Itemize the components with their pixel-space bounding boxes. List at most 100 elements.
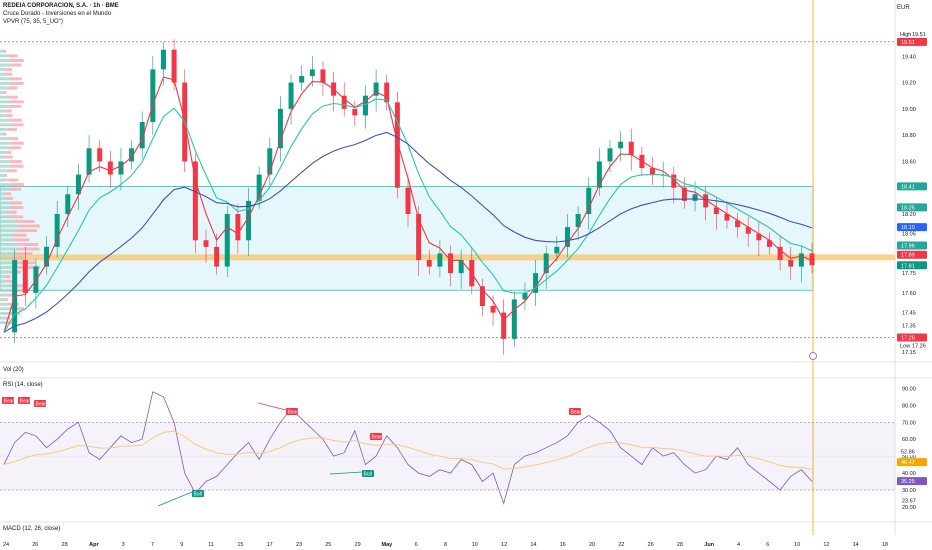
rsi-badge: 52.86	[901, 449, 915, 455]
volume-profile-bar-down	[9, 160, 22, 164]
time-tick-label: 25	[325, 542, 331, 548]
volume-profile-bar-up	[0, 238, 14, 242]
price-badge: 17.96	[901, 244, 915, 250]
candle-body	[777, 246, 783, 260]
volume-profile-bar-down	[2, 132, 7, 136]
volume-profile-bar-up	[0, 54, 8, 58]
bull-divergence-line	[329, 471, 363, 475]
volume-profile-bar-up	[0, 100, 11, 104]
candle-body	[320, 69, 326, 83]
price-badge: 18.25	[901, 205, 915, 211]
rsi-tick-label: 50.00	[902, 454, 916, 460]
price-badge-bg	[897, 182, 927, 191]
bear-signal: Bear	[571, 410, 582, 416]
time-tick-label: 3	[122, 542, 125, 548]
volume-profile-bar-up	[0, 279, 7, 283]
bear-signal-bg	[18, 397, 30, 404]
time-tick-label: 20	[589, 542, 595, 548]
volume-profile-bar-up	[0, 141, 11, 145]
volume-profile-bar-up	[0, 58, 11, 62]
symbol-title: REDEIA CORPORACION, S.A. · 1h · BME	[3, 3, 119, 9]
price-badge: 18.10	[901, 225, 915, 231]
candle-body	[671, 174, 677, 188]
time-tick-label: 29	[355, 542, 361, 548]
event-marker-icon	[809, 352, 817, 360]
candle-body	[490, 306, 496, 313]
volume-profile-bar-up	[0, 270, 10, 274]
volume-profile-bar-down	[10, 256, 24, 260]
candle-body	[160, 49, 166, 70]
price-badge-bg	[897, 241, 927, 250]
price-tick-label: 18.05	[902, 232, 916, 238]
volume-profile-bar-down	[5, 196, 14, 200]
candle-body	[288, 82, 294, 109]
time-tick-label: 7	[151, 542, 154, 548]
candle-body	[171, 49, 177, 83]
candle-body	[724, 214, 730, 221]
time-tick-label: 23	[296, 542, 302, 548]
volume-profile-bar-up	[0, 183, 11, 187]
candle-body	[522, 292, 528, 300]
time-tick-label: 16	[560, 542, 566, 548]
time-tick-label: 11	[208, 542, 214, 548]
time-tick-label: 22	[618, 542, 624, 548]
time-tick-label: 6	[766, 542, 769, 548]
candle-body	[373, 82, 379, 96]
volume-profile-bar-up	[0, 146, 10, 150]
candle-body	[788, 260, 794, 267]
candle-body	[501, 312, 507, 339]
ema-fast-line	[3, 76, 813, 333]
candle-body	[533, 273, 539, 293]
volume-profile-bar-up	[0, 256, 11, 260]
volume-profile-bar-up	[0, 164, 11, 168]
time-tick-label: 28	[677, 542, 683, 548]
volume-profile-bar-up	[0, 72, 6, 76]
low-badge-bg	[897, 333, 927, 342]
volume-profile-bar-up	[0, 247, 18, 251]
rsi-badge: 46.47	[901, 460, 915, 466]
volume-profile-bar-up	[0, 187, 10, 191]
candle-body	[692, 194, 698, 201]
volume-profile-bar-up	[0, 215, 11, 219]
candle-body	[341, 95, 347, 109]
volume-profile-bar-up	[0, 224, 18, 228]
price-badge: 18.41	[901, 184, 915, 190]
rsi-pane-label: RSI (14, close)	[3, 382, 43, 388]
candle-body	[256, 174, 262, 201]
volume-profile-bar-up	[0, 219, 16, 223]
volume-profile-bar-down	[17, 224, 40, 228]
volume-profile-bar-up	[0, 192, 6, 196]
volume-profile-bar-up	[0, 233, 13, 237]
volume-profile-bar-down	[5, 192, 12, 196]
price-tick-label: 18.20	[902, 212, 916, 218]
rsi-tick-label: 30.00	[902, 488, 916, 494]
price-tick-label: 17.45	[902, 311, 916, 317]
volume-profile-bar-down	[7, 54, 18, 58]
volume-profile-bar-up	[0, 316, 5, 320]
candle-body	[681, 187, 687, 201]
volume-profile-bar-up	[0, 210, 8, 214]
price-badge-bg	[897, 250, 927, 259]
volume-profile-bar-up	[0, 155, 6, 159]
time-tick-label: 9	[180, 542, 183, 548]
volume-profile-bar-up	[0, 91, 3, 95]
volume-profile-bar-up	[0, 284, 11, 288]
price-tick-label: 19.00	[902, 107, 916, 113]
price-tick-label: 18.60	[902, 159, 916, 165]
candle-body	[214, 246, 220, 267]
volume-profile-bar-down	[10, 123, 24, 127]
volume-profile-bar-down	[9, 201, 23, 205]
bear-signal-bg	[286, 408, 298, 415]
volume-profile-bar-down	[5, 109, 12, 113]
volume-profile-bar-up	[0, 288, 11, 292]
volume-profile-bar-down	[5, 72, 13, 76]
volume-profile-bar-down	[10, 183, 24, 187]
volume-profile-bar-up	[0, 178, 9, 182]
candle-body	[192, 161, 198, 241]
candle-body	[575, 214, 581, 228]
time-tick-label: 14	[530, 542, 536, 548]
time-tick-label: 8	[444, 542, 447, 548]
bear-signal-bg	[569, 408, 581, 415]
